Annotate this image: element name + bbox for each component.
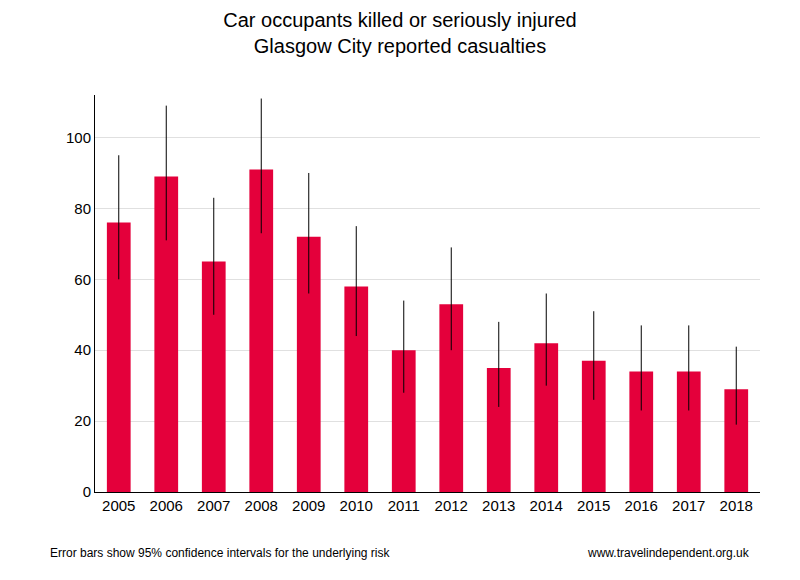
svg-text:60: 60 bbox=[74, 271, 91, 288]
svg-text:2013: 2013 bbox=[482, 497, 515, 514]
svg-text:2017: 2017 bbox=[672, 497, 705, 514]
svg-text:2010: 2010 bbox=[340, 497, 373, 514]
svg-text:2006: 2006 bbox=[150, 497, 183, 514]
svg-text:Car occupants killed or seriou: Car occupants killed or seriously injure… bbox=[223, 9, 577, 57]
svg-text:100: 100 bbox=[66, 129, 91, 146]
svg-text:2014: 2014 bbox=[530, 497, 563, 514]
svg-text:2007: 2007 bbox=[197, 497, 230, 514]
svg-text:www.travelindependent.org.uk: www.travelindependent.org.uk bbox=[587, 546, 750, 560]
svg-text:80: 80 bbox=[74, 200, 91, 217]
svg-text:2009: 2009 bbox=[292, 497, 325, 514]
svg-text:0: 0 bbox=[83, 483, 91, 500]
svg-text:Error bars show 95% confidence: Error bars show 95% confidence intervals… bbox=[50, 546, 390, 560]
svg-text:20: 20 bbox=[74, 412, 91, 429]
svg-text:2016: 2016 bbox=[625, 497, 658, 514]
svg-text:2008: 2008 bbox=[245, 497, 278, 514]
svg-text:2012: 2012 bbox=[435, 497, 468, 514]
svg-text:40: 40 bbox=[74, 341, 91, 358]
svg-text:2011: 2011 bbox=[388, 497, 420, 514]
svg-text:2015: 2015 bbox=[577, 497, 610, 514]
svg-text:2005: 2005 bbox=[102, 497, 135, 514]
svg-text:2018: 2018 bbox=[720, 497, 753, 514]
